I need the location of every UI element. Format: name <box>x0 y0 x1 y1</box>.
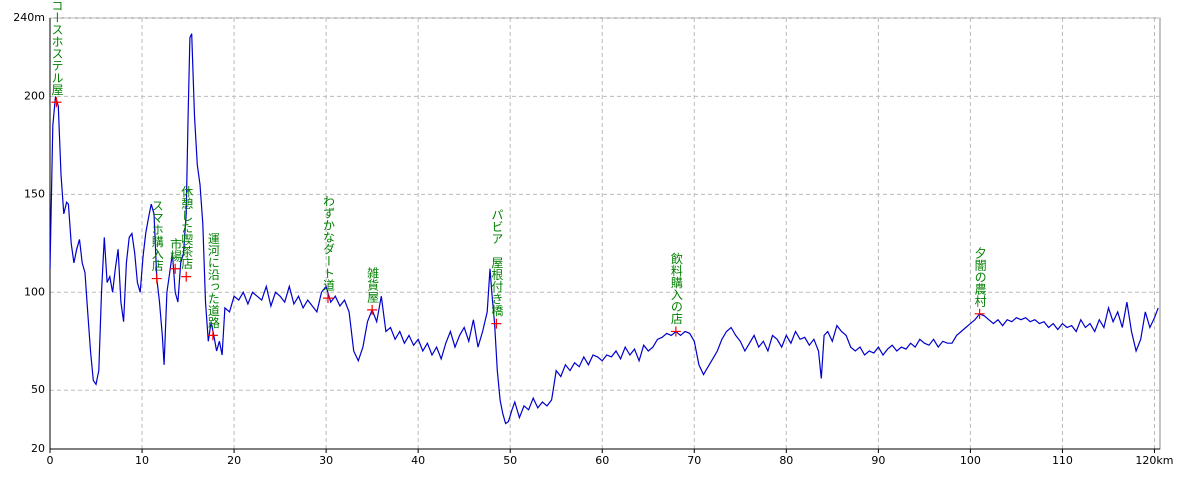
waypoint-label: わずかなダート道 <box>321 195 335 291</box>
y-tick-label: 200 <box>24 89 45 102</box>
x-tick-label: 100 <box>960 454 981 467</box>
y-tick-label: 150 <box>24 187 45 200</box>
waypoint-label: 市場 <box>169 236 183 262</box>
waypoint-marker <box>51 97 62 108</box>
waypoint-marker <box>670 326 681 337</box>
waypoint-label: 運河に沿った道路 <box>206 232 220 329</box>
y-tick-label: 240m <box>13 11 45 24</box>
waypoint-marker <box>181 271 192 282</box>
x-tick-label: 110 <box>1052 454 1073 467</box>
x-tick-label: 20 <box>227 454 241 467</box>
waypoint-label: 夕闇の農村 <box>973 246 987 306</box>
waypoint-marker <box>367 304 378 315</box>
y-tick-label: 100 <box>24 285 45 298</box>
waypoint-label: 雑貨屋 <box>366 265 380 303</box>
waypoint-marker <box>207 330 218 341</box>
waypoint-marker <box>974 308 985 319</box>
waypoint-marker <box>491 318 502 329</box>
x-tick-label: 70 <box>687 454 701 467</box>
waypoint-marker <box>151 273 162 284</box>
waypoint-label: パビア 屋根付き橋 <box>490 208 504 317</box>
waypoint-label: 休憩した喫茶店 <box>180 185 194 269</box>
x-tick-label: 30 <box>319 454 333 467</box>
plot-area <box>49 17 1161 450</box>
x-tick-label: 60 <box>595 454 609 467</box>
x-tick-label: 50 <box>503 454 517 467</box>
waypoint-label: 飲料購入の店 <box>669 251 683 324</box>
x-tick-label: 80 <box>779 454 793 467</box>
waypoint-marker <box>170 263 181 274</box>
elevation-line <box>49 33 1159 425</box>
y-tick-label: 50 <box>31 383 45 396</box>
waypoint-label: スマホ購入店 <box>150 200 164 272</box>
waypoint-label: ミヨシ・コースホステル屋 <box>50 0 64 96</box>
x-tick-label: 10 <box>135 454 149 467</box>
x-tick-label: 120km <box>1135 454 1173 467</box>
x-tick-label: 0 <box>47 454 54 467</box>
waypoint-marker <box>322 293 333 304</box>
y-tick-label: 20 <box>31 442 45 455</box>
x-tick-label: 40 <box>411 454 425 467</box>
x-tick-label: 90 <box>871 454 885 467</box>
